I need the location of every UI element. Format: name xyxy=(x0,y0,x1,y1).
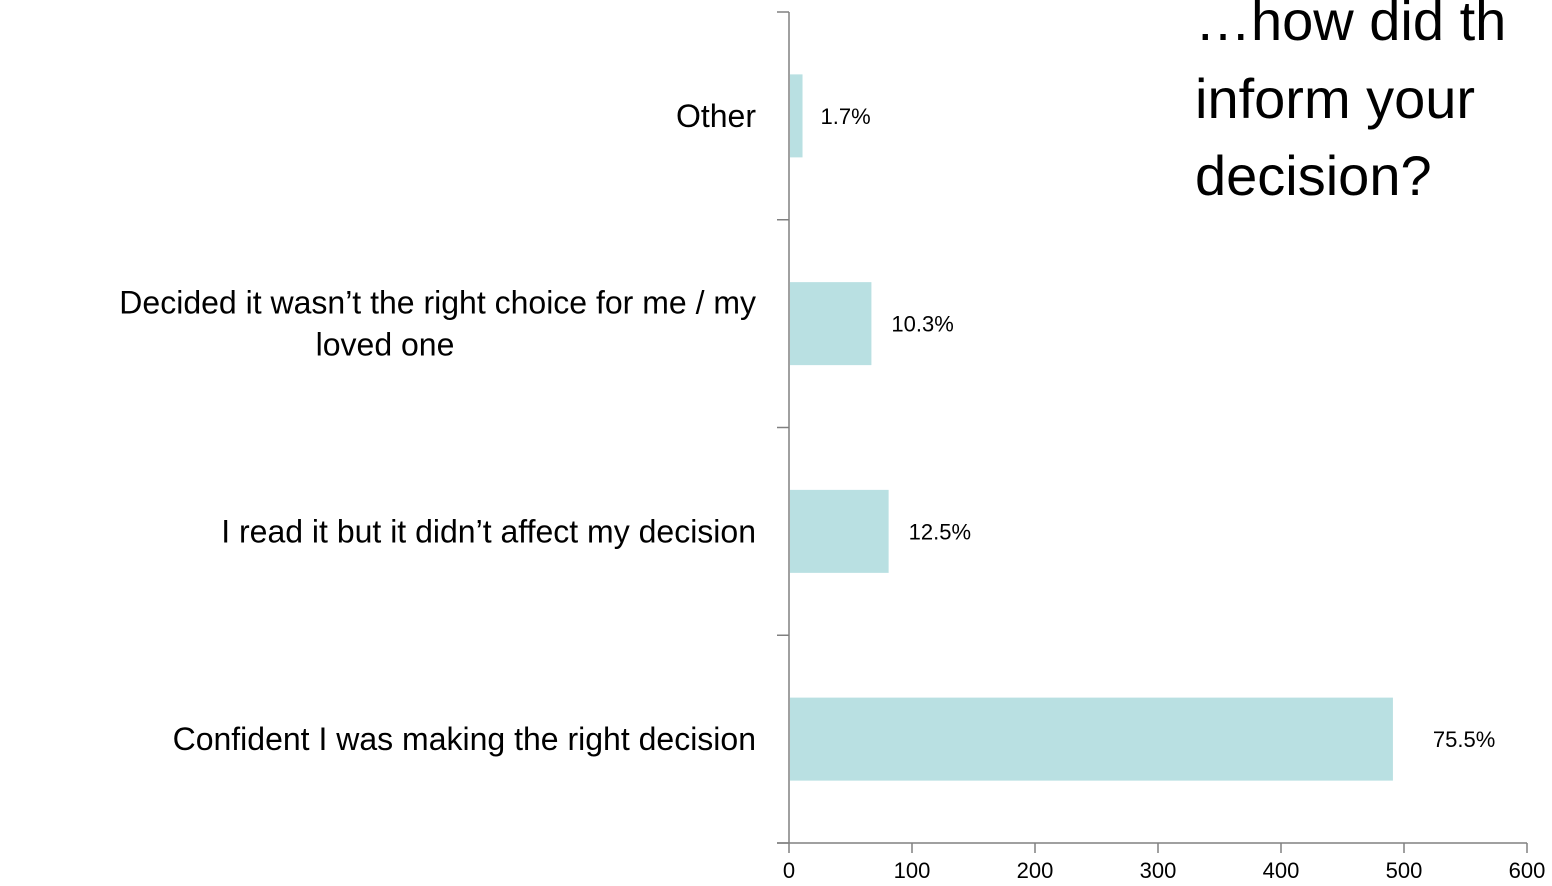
x-tick-label: 200 xyxy=(1017,858,1054,883)
category-label: loved one xyxy=(316,327,455,363)
bar xyxy=(790,489,889,573)
data-label: 1.7% xyxy=(821,104,871,129)
data-label: 12.5% xyxy=(909,519,971,544)
category-label: Decided it wasn’t the right choice for m… xyxy=(119,285,756,321)
chart-title-line: decision? xyxy=(1195,144,1432,207)
chart-title: …how did th inform your decision? xyxy=(1195,0,1506,207)
chart-title-line: …how did th xyxy=(1195,0,1506,52)
x-tick-label: 100 xyxy=(894,858,931,883)
x-tick-label: 600 xyxy=(1509,858,1546,883)
bar xyxy=(790,697,1393,781)
bar xyxy=(790,74,803,158)
data-label: 10.3% xyxy=(891,312,953,337)
bars: 75.5% 12.5% 10.3% 1.7% xyxy=(790,74,1495,781)
category-label: Other xyxy=(676,98,756,134)
category-label: Confident I was making the right decisio… xyxy=(173,721,756,757)
x-tick-label: 400 xyxy=(1263,858,1300,883)
x-tick-label: 300 xyxy=(1140,858,1177,883)
bar xyxy=(790,282,872,366)
category-labels: Confident I was making the right decisio… xyxy=(119,98,756,757)
x-tick-label: 0 xyxy=(783,858,795,883)
category-label: I read it but it didn’t affect my decisi… xyxy=(221,513,756,549)
axes: 0 100 200 300 400 500 600 xyxy=(777,11,1546,883)
data-label: 75.5% xyxy=(1433,727,1495,752)
chart-title-line: inform your xyxy=(1195,67,1475,130)
x-tick-label: 500 xyxy=(1386,858,1423,883)
